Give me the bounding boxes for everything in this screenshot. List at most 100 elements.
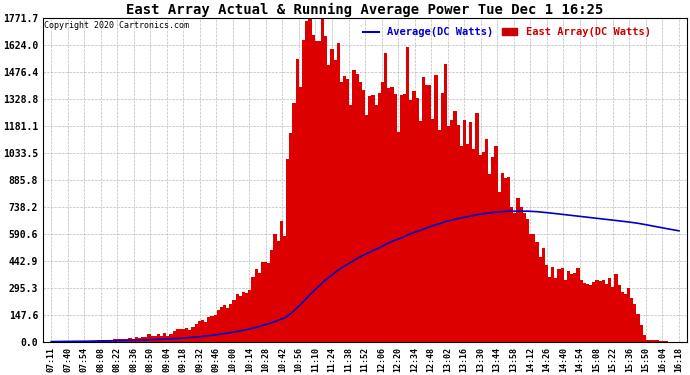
- Bar: [501, 173, 504, 342]
- Bar: [147, 334, 150, 342]
- Bar: [523, 213, 526, 342]
- Bar: [469, 122, 473, 342]
- Bar: [280, 221, 283, 342]
- Bar: [257, 273, 261, 342]
- Bar: [608, 278, 611, 342]
- Bar: [110, 340, 112, 342]
- Bar: [633, 304, 636, 342]
- Bar: [81, 341, 84, 342]
- Bar: [229, 304, 233, 342]
- Bar: [554, 278, 558, 342]
- Bar: [302, 40, 305, 342]
- Bar: [75, 341, 78, 342]
- Bar: [620, 292, 624, 342]
- Bar: [261, 262, 264, 342]
- Bar: [437, 130, 441, 342]
- Bar: [305, 21, 308, 342]
- Bar: [444, 64, 447, 342]
- Bar: [59, 341, 62, 342]
- Bar: [658, 341, 662, 342]
- Bar: [627, 288, 630, 342]
- Bar: [169, 334, 172, 342]
- Bar: [217, 310, 220, 342]
- Legend: Average(DC Watts), East Array(DC Watts): Average(DC Watts), East Array(DC Watts): [359, 23, 655, 42]
- Bar: [397, 132, 400, 342]
- Bar: [576, 268, 580, 342]
- Bar: [112, 339, 116, 342]
- Bar: [507, 177, 511, 342]
- Bar: [580, 280, 583, 342]
- Bar: [425, 85, 428, 342]
- Bar: [475, 112, 479, 342]
- Bar: [538, 257, 542, 342]
- Bar: [560, 268, 564, 342]
- Bar: [308, 18, 311, 342]
- Bar: [283, 236, 286, 342]
- Bar: [172, 331, 176, 342]
- Bar: [488, 174, 491, 342]
- Bar: [233, 300, 236, 342]
- Bar: [90, 341, 94, 342]
- Bar: [277, 241, 280, 342]
- Bar: [504, 178, 507, 342]
- Bar: [457, 124, 460, 342]
- Bar: [62, 341, 66, 342]
- Bar: [160, 336, 164, 342]
- Bar: [339, 82, 343, 342]
- Bar: [315, 41, 318, 342]
- Bar: [646, 340, 649, 342]
- Bar: [431, 119, 435, 342]
- Bar: [604, 284, 608, 342]
- Bar: [138, 338, 141, 342]
- Bar: [582, 283, 586, 342]
- Bar: [542, 248, 545, 342]
- Bar: [106, 340, 110, 342]
- Bar: [384, 53, 387, 342]
- Title: East Array Actual & Running Average Power Tue Dec 1 16:25: East Array Actual & Running Average Powe…: [126, 3, 604, 17]
- Bar: [56, 341, 59, 342]
- Bar: [510, 207, 513, 342]
- Bar: [526, 219, 529, 342]
- Bar: [377, 93, 381, 342]
- Bar: [273, 234, 277, 342]
- Bar: [94, 341, 97, 342]
- Bar: [545, 266, 548, 342]
- Bar: [614, 274, 618, 342]
- Bar: [157, 334, 160, 342]
- Bar: [321, 18, 324, 342]
- Bar: [551, 267, 555, 342]
- Bar: [598, 282, 602, 342]
- Bar: [141, 337, 144, 342]
- Bar: [419, 121, 422, 342]
- Bar: [103, 340, 106, 342]
- Bar: [535, 242, 539, 342]
- Bar: [450, 120, 453, 342]
- Bar: [333, 60, 337, 342]
- Bar: [289, 133, 293, 342]
- Bar: [343, 76, 346, 342]
- Bar: [223, 305, 226, 342]
- Bar: [324, 36, 327, 342]
- Bar: [150, 336, 154, 342]
- Bar: [191, 327, 195, 342]
- Bar: [656, 340, 658, 342]
- Bar: [466, 144, 469, 342]
- Bar: [497, 192, 501, 342]
- Bar: [122, 339, 126, 342]
- Bar: [447, 126, 451, 342]
- Bar: [346, 80, 349, 342]
- Bar: [422, 77, 425, 342]
- Bar: [337, 43, 340, 342]
- Bar: [293, 103, 296, 342]
- Bar: [128, 338, 132, 342]
- Bar: [66, 341, 68, 342]
- Bar: [242, 292, 245, 342]
- Bar: [368, 96, 371, 342]
- Bar: [381, 82, 384, 342]
- Bar: [166, 336, 170, 342]
- Bar: [586, 284, 589, 342]
- Bar: [84, 341, 88, 342]
- Bar: [204, 322, 208, 342]
- Bar: [375, 105, 377, 342]
- Bar: [463, 120, 466, 342]
